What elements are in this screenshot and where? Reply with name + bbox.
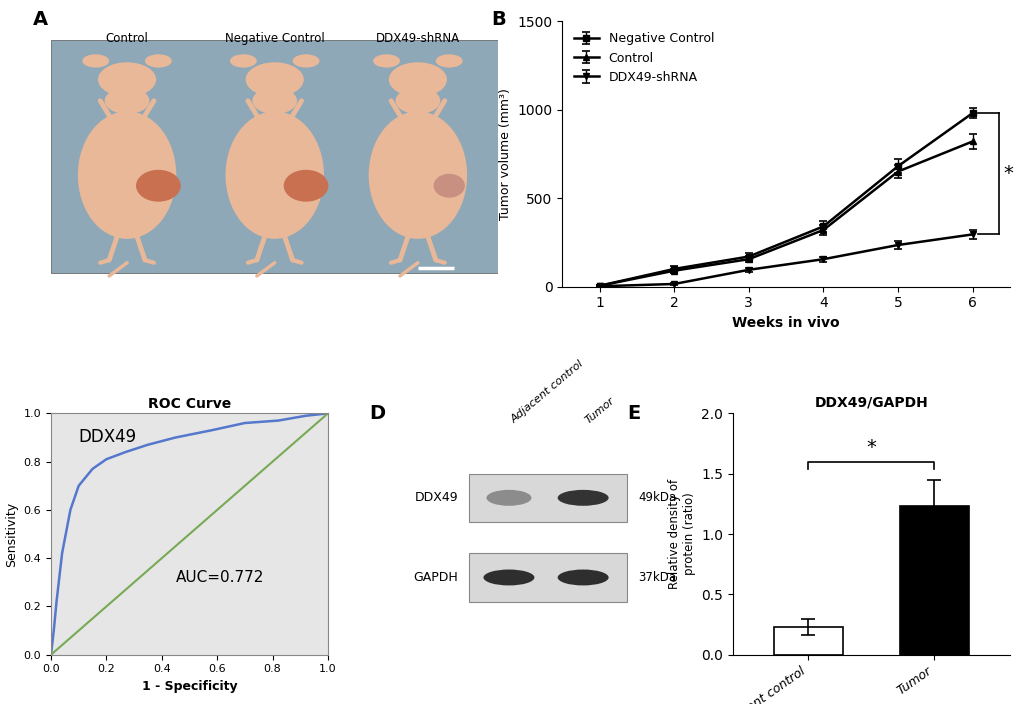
- X-axis label: Weeks in vivo: Weeks in vivo: [732, 316, 839, 330]
- Ellipse shape: [225, 111, 324, 239]
- Ellipse shape: [252, 87, 297, 114]
- X-axis label: 1 - Specificity: 1 - Specificity: [142, 680, 237, 693]
- Ellipse shape: [395, 87, 440, 114]
- Ellipse shape: [373, 54, 399, 68]
- Ellipse shape: [557, 570, 608, 586]
- Bar: [51, 39, 498, 273]
- Ellipse shape: [483, 570, 534, 586]
- Ellipse shape: [283, 170, 328, 201]
- Ellipse shape: [77, 111, 176, 239]
- Text: E: E: [627, 403, 640, 422]
- Text: DDX49: DDX49: [78, 428, 137, 446]
- Text: B: B: [490, 11, 505, 30]
- Text: DDX49-shRNA: DDX49-shRNA: [375, 32, 460, 45]
- Y-axis label: Relative density of
protein (ratio): Relative density of protein (ratio): [666, 479, 695, 589]
- Ellipse shape: [368, 111, 467, 239]
- Text: 49kDa: 49kDa: [638, 491, 676, 504]
- Text: GAPDH: GAPDH: [414, 571, 458, 584]
- Title: ROC Curve: ROC Curve: [148, 397, 231, 411]
- Y-axis label: Sensitivity: Sensitivity: [5, 501, 18, 567]
- Bar: [469, 553, 627, 602]
- Ellipse shape: [136, 170, 180, 201]
- Ellipse shape: [557, 490, 608, 505]
- Ellipse shape: [145, 54, 171, 68]
- Bar: [899, 506, 968, 655]
- Text: DDX49: DDX49: [415, 491, 458, 504]
- Title: DDX49/GAPDH: DDX49/GAPDH: [813, 396, 927, 410]
- Text: Tumor: Tumor: [583, 396, 615, 425]
- Ellipse shape: [229, 54, 257, 68]
- Text: D: D: [369, 403, 385, 422]
- Legend: Negative Control, Control, DDX49-shRNA: Negative Control, Control, DDX49-shRNA: [568, 27, 718, 89]
- Bar: [773, 627, 842, 655]
- Text: *: *: [865, 438, 875, 457]
- Ellipse shape: [105, 87, 150, 114]
- Ellipse shape: [433, 174, 465, 198]
- Text: Control: Control: [106, 32, 149, 45]
- Text: *: *: [1003, 164, 1013, 183]
- Text: Negative Control: Negative Control: [224, 32, 324, 45]
- Ellipse shape: [98, 62, 156, 96]
- Ellipse shape: [435, 54, 463, 68]
- Text: 37kDa: 37kDa: [638, 571, 676, 584]
- Ellipse shape: [486, 490, 531, 505]
- Y-axis label: Tumor volume (mm³): Tumor volume (mm³): [498, 88, 512, 220]
- Ellipse shape: [246, 62, 304, 96]
- Ellipse shape: [83, 54, 109, 68]
- Ellipse shape: [292, 54, 319, 68]
- Text: A: A: [33, 11, 48, 30]
- Ellipse shape: [388, 62, 446, 96]
- Text: AUC=0.772: AUC=0.772: [175, 570, 264, 585]
- Bar: [469, 474, 627, 522]
- Text: Adjacent control: Adjacent control: [508, 359, 585, 425]
